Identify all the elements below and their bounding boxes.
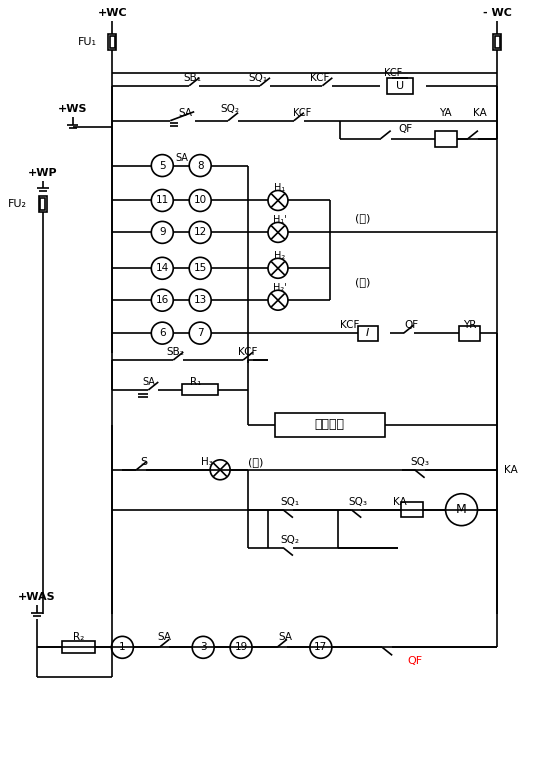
Bar — [458, 326, 480, 341]
Text: KA: KA — [473, 108, 486, 118]
Bar — [110, 36, 115, 48]
Text: 5: 5 — [159, 161, 166, 170]
Text: QF: QF — [399, 124, 413, 134]
Bar — [108, 34, 117, 50]
Text: SB₂: SB₂ — [166, 347, 184, 357]
Text: 10: 10 — [194, 196, 207, 206]
Bar — [434, 131, 457, 147]
Text: 6: 6 — [159, 328, 166, 338]
Text: 16: 16 — [156, 295, 169, 305]
Text: R₂: R₂ — [73, 632, 84, 642]
Text: QF: QF — [405, 320, 418, 330]
Text: I: I — [366, 328, 369, 338]
Text: SQ₂: SQ₂ — [281, 535, 299, 545]
Bar — [493, 34, 502, 50]
Text: FU₂: FU₂ — [8, 200, 27, 210]
Text: (红): (红) — [355, 277, 370, 287]
Text: - WC: - WC — [483, 8, 512, 18]
Text: 13: 13 — [194, 295, 207, 305]
Text: SQ₁: SQ₁ — [248, 73, 267, 83]
Text: 17: 17 — [315, 642, 328, 652]
Text: H₁': H₁' — [273, 215, 287, 226]
Text: SQ₃: SQ₃ — [348, 497, 367, 507]
Text: +WP: +WP — [28, 167, 57, 177]
Text: KA: KA — [393, 497, 406, 507]
Text: 19: 19 — [235, 642, 248, 652]
Text: H₁: H₁ — [275, 184, 286, 194]
Text: (黄): (黄) — [248, 457, 264, 467]
Text: SA: SA — [178, 108, 192, 118]
Text: H₂: H₂ — [275, 251, 286, 261]
Text: 11: 11 — [156, 196, 169, 206]
Text: M: M — [456, 503, 467, 516]
Bar — [182, 385, 218, 396]
Text: +WS: +WS — [58, 104, 88, 114]
Text: 12: 12 — [194, 227, 207, 237]
Text: U: U — [395, 81, 404, 91]
Text: SB₁: SB₁ — [183, 73, 201, 83]
Text: 1: 1 — [119, 642, 126, 652]
Bar — [62, 641, 96, 654]
Text: KCF: KCF — [383, 68, 402, 78]
Bar — [495, 36, 500, 48]
Text: SA: SA — [278, 632, 292, 642]
Text: SQ₁: SQ₁ — [281, 497, 300, 507]
Bar — [39, 197, 46, 213]
Text: YR: YR — [463, 320, 476, 330]
Text: SQ₃: SQ₃ — [410, 457, 429, 467]
Text: YA: YA — [439, 108, 452, 118]
Text: 14: 14 — [156, 263, 169, 273]
Text: S: S — [140, 457, 147, 467]
Text: H₂': H₂' — [273, 283, 287, 293]
Text: SA: SA — [176, 153, 189, 163]
Text: QF: QF — [407, 657, 422, 667]
Text: KCF: KCF — [340, 320, 359, 330]
Text: 8: 8 — [197, 161, 203, 170]
Text: SA: SA — [158, 632, 171, 642]
Text: R₁: R₁ — [189, 377, 201, 387]
Text: 7: 7 — [197, 328, 203, 338]
Text: KCF: KCF — [293, 108, 311, 118]
Bar — [387, 78, 412, 94]
Text: KCF: KCF — [238, 347, 258, 357]
Text: SQ₂: SQ₂ — [220, 104, 240, 114]
Text: SA: SA — [142, 377, 155, 387]
Text: +WC: +WC — [97, 8, 127, 18]
Text: +WAS: +WAS — [18, 592, 55, 602]
Text: KCF: KCF — [310, 73, 330, 83]
Text: 保护回路: 保护回路 — [315, 419, 345, 432]
Bar — [400, 502, 423, 517]
Text: (绿): (绿) — [355, 214, 370, 223]
Text: 9: 9 — [159, 227, 166, 237]
Text: KA: KA — [504, 465, 518, 475]
Bar — [40, 198, 45, 210]
Text: 15: 15 — [194, 263, 207, 273]
Text: FU₁: FU₁ — [78, 37, 96, 47]
Text: 3: 3 — [200, 642, 206, 652]
Text: H₃: H₃ — [201, 457, 213, 467]
Bar — [358, 326, 378, 341]
Bar — [275, 413, 385, 437]
